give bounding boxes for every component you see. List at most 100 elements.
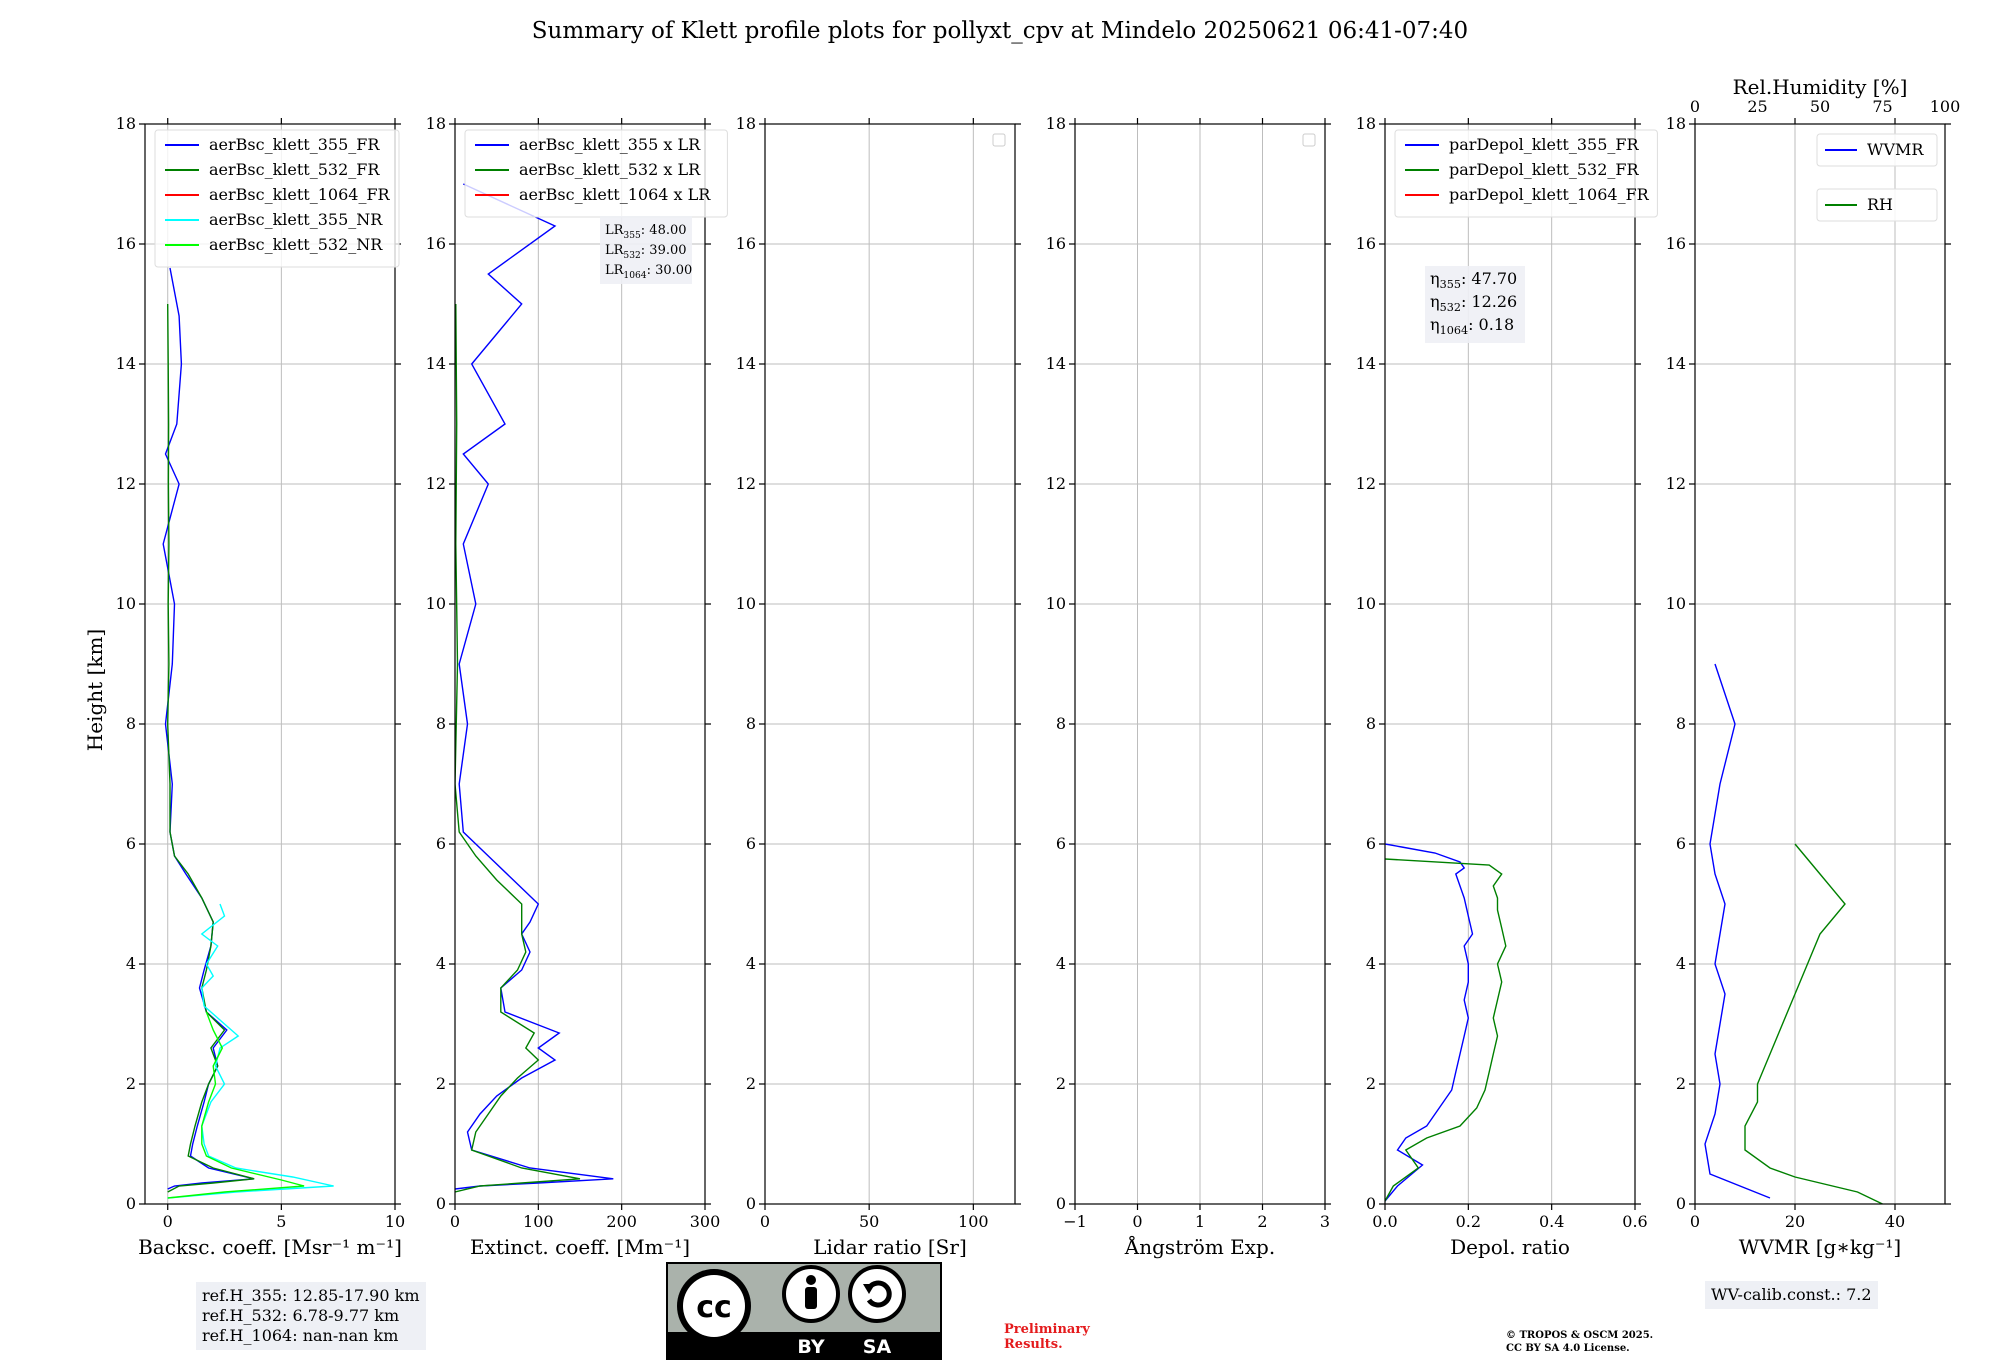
reference-height-box: ref.H_355: 12.85-17.90 km ref.H_532: 6.7… (196, 1282, 426, 1350)
legend-entry: aerBsc_klett_532 x LR (519, 160, 701, 179)
x-tick-label: 0 (163, 1212, 173, 1231)
legend-entry: WVMR (1867, 140, 1924, 159)
x-tick-label: 0.4 (1539, 1212, 1564, 1231)
x-axis-label: Lidar ratio [Sr] (813, 1235, 967, 1259)
ref-height-355: ref.H_355: 12.85-17.90 km (202, 1286, 420, 1305)
axes-frame (454, 123, 706, 1205)
y-tick-label: 8 (436, 714, 446, 733)
series-line-aerbsc-klett-355-nr (167, 903, 334, 1199)
sa-share-icon (848, 1265, 906, 1323)
legend-entry: aerBsc_klett_1064_FR (209, 185, 391, 204)
y-tick-label: 4 (1056, 954, 1066, 973)
series-line-aerbsc-klett-355-fr (162, 267, 255, 1190)
cc-license-badge: cc BY SA (666, 1262, 942, 1360)
y-tick-label: 14 (1356, 354, 1376, 373)
legend-box (1394, 129, 1658, 218)
axes-frame (1694, 123, 1946, 1205)
y-tick-label: 6 (436, 834, 446, 853)
legend: aerBsc_klett_355 x LR aerBsc_klett_532 x … (464, 129, 728, 218)
x2-tick-label: 0 (1690, 97, 1700, 116)
x-axis-label: WVMR [g∗kg⁻¹] (1739, 1235, 1901, 1259)
y-tick-label: 6 (746, 834, 756, 853)
empty-legend-box (992, 133, 1006, 147)
x-tick-label: 5 (276, 1212, 286, 1231)
y-tick-label: 2 (1366, 1074, 1376, 1093)
x-axis-label: Ångström Exp. (1124, 1234, 1275, 1259)
cc-by-label: BY (797, 1336, 824, 1358)
annotation-line: LR532: 39.00 (605, 243, 687, 261)
y-tick-label: 10 (1356, 594, 1376, 613)
legend-entry: aerBsc_klett_1064 x LR (519, 185, 711, 204)
axes-frame (764, 123, 1016, 1205)
y-tick-label: 8 (1056, 714, 1066, 733)
legend-box (154, 129, 400, 268)
series-line-aerbsc-klett-532-x-lr (455, 303, 581, 1193)
series-line-rh (1744, 843, 1883, 1204)
legend: WVMR RH (1816, 133, 1938, 222)
y-tick-label: 6 (1366, 834, 1376, 853)
x-tick-label: 200 (606, 1212, 637, 1231)
y-tick-label: 16 (116, 234, 136, 253)
legend-box (1816, 133, 1938, 167)
series-line-wvmr (1704, 663, 1771, 1199)
legend: aerBsc_klett_355_FR aerBsc_klett_532_FRae… (154, 129, 400, 268)
y-tick-label: 18 (736, 114, 756, 133)
legend-entry: parDepol_klett_355_FR (1449, 135, 1640, 154)
x2-tick-label: 75 (1872, 97, 1892, 116)
y-tick-label: 12 (426, 474, 446, 493)
y-tick-label: 2 (436, 1074, 446, 1093)
x2-axis-label: Rel.Humidity [%] (1733, 75, 1908, 99)
legend-entry: aerBsc_klett_355_FR (209, 135, 380, 154)
y-tick-label: 0 (1676, 1194, 1686, 1213)
empty-legend-box (1302, 133, 1316, 147)
wv-calib-text: WV-calib.const.: 7.2 (1711, 1285, 1872, 1304)
x-axis-label: Extinct. coeff. [Mm⁻¹] (470, 1235, 690, 1259)
y-tick-label: 16 (1046, 234, 1066, 253)
copyright-line-2: CC BY SA 4.0 License. (1506, 1343, 1630, 1354)
y-tick-label: 4 (436, 954, 446, 973)
axes-frame (144, 123, 396, 1205)
y-tick-label: 12 (116, 474, 136, 493)
y-tick-label: 18 (426, 114, 446, 133)
annotation-line: LR1064: 30.00 (605, 263, 692, 281)
y-tick-label: 2 (1056, 1074, 1066, 1093)
y-tick-label: 10 (736, 594, 756, 613)
annotation-box (600, 216, 692, 284)
chart-panel-3: 0 2 4 6 8 10 12 14 16 18 0 50 100 Lidar ratio [Sr] (736, 114, 1021, 1259)
y-tick-label: 10 (426, 594, 446, 613)
y-tick-label: 0 (746, 1194, 756, 1213)
x-tick-label: 0 (760, 1212, 770, 1231)
legend-entry: parDepol_klett_532_FR (1449, 160, 1640, 179)
annotation-line: η532: 12.26 (1430, 292, 1517, 314)
preliminary-line-2: Results. (1004, 1337, 1063, 1352)
x-tick-label: 10 (385, 1212, 405, 1231)
y-tick-label: 18 (116, 114, 136, 133)
legend-entry: aerBsc_klett_532_FR (209, 160, 380, 179)
x-tick-label: 100 (523, 1212, 554, 1231)
y-tick-label: 0 (126, 1194, 136, 1213)
axes-frame (1384, 123, 1636, 1205)
y-tick-label: 2 (1676, 1074, 1686, 1093)
x-tick-label: 40 (1885, 1212, 1905, 1231)
y-tick-label: 14 (1666, 354, 1686, 373)
y-tick-label: 0 (1056, 1194, 1066, 1213)
x2-tick-label: 25 (1747, 97, 1767, 116)
y-tick-label: 14 (1046, 354, 1066, 373)
y-tick-label: 4 (746, 954, 756, 973)
annotation-line: η1064: 0.18 (1430, 315, 1514, 337)
y-tick-label: 6 (1676, 834, 1686, 853)
y-tick-label: 10 (1666, 594, 1686, 613)
x-tick-label: 100 (958, 1212, 989, 1231)
x-tick-label: 20 (1785, 1212, 1805, 1231)
y-tick-label: 8 (746, 714, 756, 733)
series-line-pardepol-klett-355-fr (1385, 843, 1474, 1202)
y-tick-label: 16 (736, 234, 756, 253)
legend-entry: RH (1867, 195, 1893, 214)
y-tick-label: 16 (426, 234, 446, 253)
x-tick-label: 2 (1257, 1212, 1267, 1231)
wv-calib-box: WV-calib.const.: 7.2 (1705, 1281, 1878, 1309)
y-tick-label: 10 (1046, 594, 1066, 613)
